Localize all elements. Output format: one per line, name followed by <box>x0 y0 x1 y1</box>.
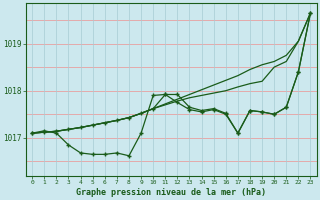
X-axis label: Graphe pression niveau de la mer (hPa): Graphe pression niveau de la mer (hPa) <box>76 188 266 197</box>
